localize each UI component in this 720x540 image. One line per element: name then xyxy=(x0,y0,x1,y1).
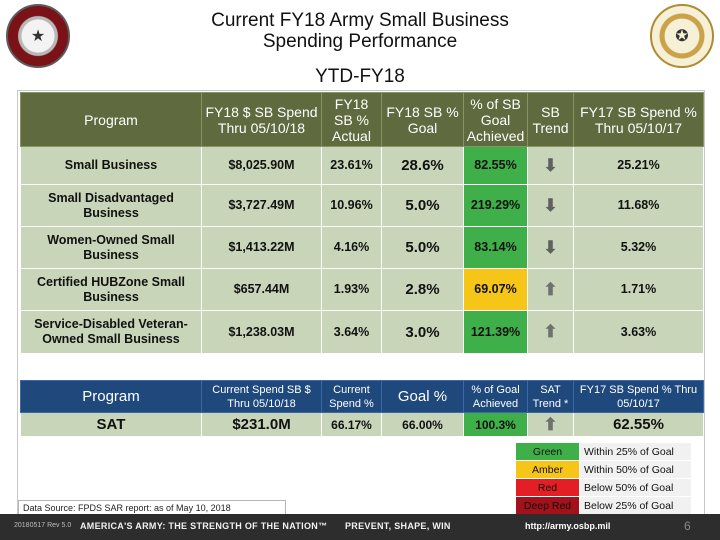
sat-program-cell: SAT xyxy=(20,412,202,437)
title-line-1: Current FY18 Army Small Business xyxy=(211,10,509,31)
page-title: Current FY18 Army Small Business Spendin… xyxy=(120,10,600,52)
trend-cell: ⬇ xyxy=(527,226,574,269)
sat-goal-cell: 66.00% xyxy=(381,412,464,437)
goal-cell: 3.0% xyxy=(381,310,464,354)
col-header-trend: SB Trend xyxy=(527,92,574,147)
down-arrow-icon: ⬇ xyxy=(543,155,558,175)
program-cell: Small Disadvantaged Business xyxy=(20,184,202,227)
sat-col-spend-pct: Current Spend % xyxy=(321,380,382,413)
dod-seal-icon: ★ xyxy=(6,4,70,68)
spend-cell: $1,238.03M xyxy=(201,310,322,354)
footer-url-link[interactable]: http://army.osbp.mil xyxy=(525,521,611,531)
sat-spend-pct-cell: 66.17% xyxy=(321,412,382,437)
legend-swatch-red: Red xyxy=(515,478,580,497)
col-header-fy17: FY17 SB Spend % Thru 05/10/17 xyxy=(573,92,704,147)
sat-fy17-cell: 62.55% xyxy=(573,412,704,437)
legend-swatch-deep-red: Deep Red xyxy=(515,496,580,515)
col-header-actual: FY18 SB % Actual xyxy=(321,92,382,147)
army-seal-icon: ✪ xyxy=(650,4,714,68)
spend-cell: $1,413.22M xyxy=(201,226,322,269)
sat-header-row: Program Current Spend SB $ Thru 05/10/18… xyxy=(20,380,704,413)
fy17-cell: 1.71% xyxy=(573,268,704,311)
fy17-cell: 11.68% xyxy=(573,184,704,227)
down-arrow-icon: ⬇ xyxy=(543,195,558,215)
sat-col-fy17: FY17 SB Spend % Thru 05/10/17 xyxy=(573,380,704,413)
fy17-cell: 3.63% xyxy=(573,310,704,354)
table-row: Small Disadvantaged Business $3,727.49M … xyxy=(20,184,704,227)
col-header-goal: FY18 SB % Goal xyxy=(381,92,464,147)
legend-desc: Within 25% of Goal xyxy=(579,442,692,461)
up-arrow-icon: ⬆ xyxy=(543,279,558,299)
table-header-row: Program FY18 $ SB Spend Thru 05/10/18 FY… xyxy=(20,92,704,147)
page-subtitle: YTD-FY18 xyxy=(315,66,405,87)
legend-desc: Within 50% of Goal xyxy=(579,460,692,479)
up-arrow-icon: ⬆ xyxy=(543,322,558,341)
actual-cell: 10.96% xyxy=(321,184,382,227)
footer-bar: 20180517 Rev 5.0 AMERICA'S ARMY: THE STR… xyxy=(0,514,720,540)
trend-cell: ⬆ xyxy=(527,310,574,354)
program-cell: Certified HUBZone Small Business xyxy=(20,268,202,311)
goal-cell: 5.0% xyxy=(381,226,464,269)
spend-cell: $3,727.49M xyxy=(201,184,322,227)
sat-achieved-cell: 100.3% xyxy=(463,412,528,437)
legend-row: Green Within 25% of Goal xyxy=(515,442,692,461)
actual-cell: 23.61% xyxy=(321,146,382,185)
sat-col-program: Program xyxy=(20,380,202,413)
achieved-cell: 69.07% xyxy=(463,268,528,311)
goal-cell: 28.6% xyxy=(381,146,464,185)
sat-col-goal: Goal % xyxy=(381,380,464,413)
table-row: Women-Owned Small Business $1,413.22M 4.… xyxy=(20,226,704,269)
spend-cell: $8,025.90M xyxy=(201,146,322,185)
footer-tagline: PREVENT, SHAPE, WIN xyxy=(345,521,451,531)
sat-spend-cell: $231.0M xyxy=(201,412,322,437)
program-cell: Service-Disabled Veteran-Owned Small Bus… xyxy=(20,310,202,354)
sat-trend-cell: ⬆ xyxy=(527,412,574,437)
goal-cell: 2.8% xyxy=(381,268,464,311)
fy17-cell: 5.32% xyxy=(573,226,704,269)
program-cell: Women-Owned Small Business xyxy=(20,226,202,269)
trend-cell: ⬆ xyxy=(527,268,574,311)
trend-cell: ⬇ xyxy=(527,146,574,185)
sb-performance-table: Program FY18 $ SB Spend Thru 05/10/18 FY… xyxy=(20,92,704,354)
page-number: 6 xyxy=(684,519,691,533)
trend-cell: ⬇ xyxy=(527,184,574,227)
table-row: Certified HUBZone Small Business $657.44… xyxy=(20,268,704,311)
actual-cell: 3.64% xyxy=(321,310,382,354)
footer-date: 20180517 Rev 5.0 xyxy=(14,522,72,529)
sat-col-spend: Current Spend SB $ Thru 05/10/18 xyxy=(201,380,322,413)
legend-desc: Below 50% of Goal xyxy=(579,478,692,497)
legend-desc: Below 25% of Goal xyxy=(579,496,692,515)
footer-brand: AMERICA'S ARMY: THE STRENGTH OF THE NATI… xyxy=(80,521,328,531)
sat-col-trend: SAT Trend * xyxy=(527,380,574,413)
legend-swatch-green: Green xyxy=(515,442,580,461)
legend-row: Amber Within 50% of Goal xyxy=(515,460,692,479)
col-header-spend: FY18 $ SB Spend Thru 05/10/18 xyxy=(201,92,322,147)
col-header-achieved: % of SB Goal Achieved xyxy=(463,92,528,147)
program-cell: Small Business xyxy=(20,146,202,185)
achieved-cell: 121.39% xyxy=(463,310,528,354)
achieved-cell: 82.55% xyxy=(463,146,528,185)
actual-cell: 4.16% xyxy=(321,226,382,269)
title-line-2: Spending Performance xyxy=(262,31,458,52)
fy17-cell: 25.21% xyxy=(573,146,704,185)
table-row: Service-Disabled Veteran-Owned Small Bus… xyxy=(20,310,704,354)
table-row: Small Business $8,025.90M 23.61% 28.6% 8… xyxy=(20,146,704,185)
achieved-cell: 83.14% xyxy=(463,226,528,269)
actual-cell: 1.93% xyxy=(321,268,382,311)
sat-table: Program Current Spend SB $ Thru 05/10/18… xyxy=(20,380,704,437)
sat-col-achieved: % of Goal Achieved xyxy=(463,380,528,413)
status-legend: Green Within 25% of Goal Amber Within 50… xyxy=(515,442,692,515)
legend-row: Red Below 50% of Goal xyxy=(515,478,692,497)
spend-cell: $657.44M xyxy=(201,268,322,311)
down-arrow-icon: ⬇ xyxy=(543,237,558,257)
legend-row: Deep Red Below 25% of Goal xyxy=(515,496,692,515)
col-header-program: Program xyxy=(20,92,202,147)
achieved-cell: 219.29% xyxy=(463,184,528,227)
goal-cell: 5.0% xyxy=(381,184,464,227)
sat-row: SAT $231.0M 66.17% 66.00% 100.3% ⬆ 62.55… xyxy=(20,412,704,437)
up-arrow-icon: ⬆ xyxy=(543,415,558,434)
legend-swatch-amber: Amber xyxy=(515,460,580,479)
